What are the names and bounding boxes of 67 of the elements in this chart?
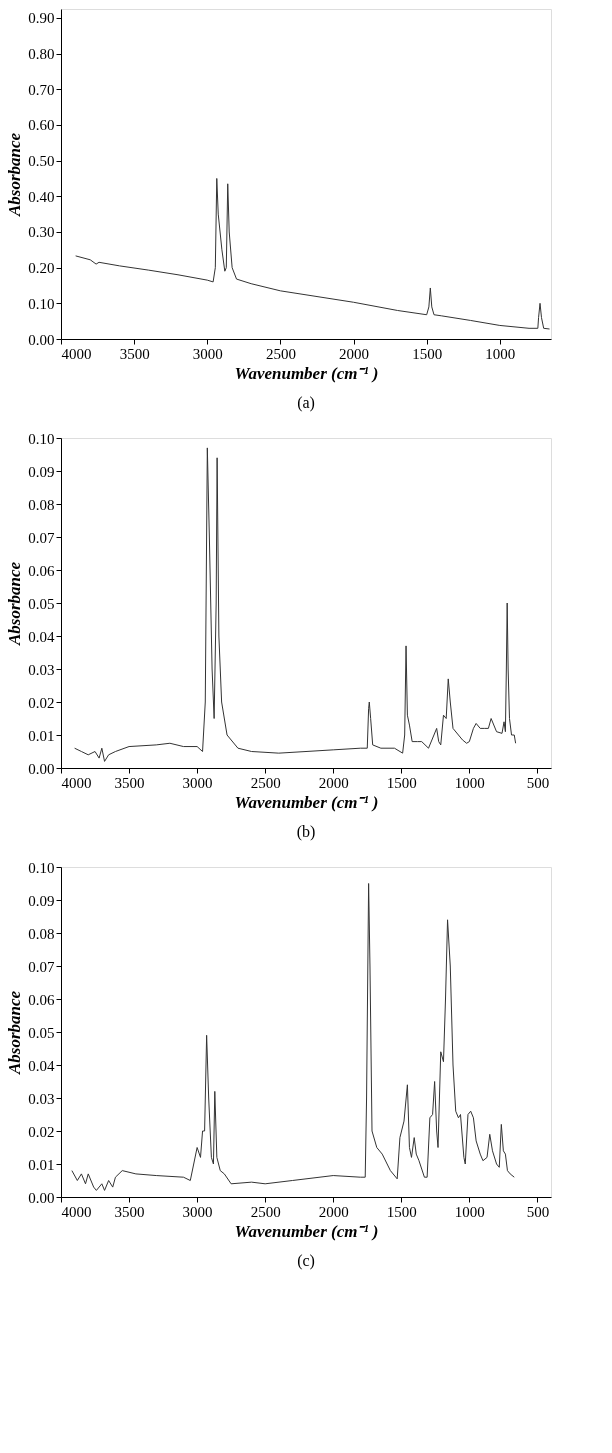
y-tick-label: 0.00	[28, 331, 55, 348]
x-tick-label: 2000	[318, 1203, 349, 1220]
text: (a)	[297, 394, 315, 412]
y-tick-label: 0.03	[28, 1090, 55, 1107]
x-tick-label: 3500	[114, 774, 145, 791]
x-tick-label: 1000	[454, 1203, 485, 1220]
y-tick-label: 0.20	[28, 260, 55, 277]
y-tick-label: 0.05	[28, 1024, 55, 1041]
x-tick-label: 4000	[61, 774, 92, 791]
y-tick-label: 0.03	[28, 661, 55, 678]
y-tick-label: 0.10	[28, 859, 55, 876]
x-tick-label: 1500	[386, 774, 417, 791]
y-tick-label: 0.06	[28, 562, 55, 579]
x-axis-title: Wavenumber (cm⁻¹ )	[234, 363, 379, 383]
x-tick-label: 1000	[454, 774, 485, 791]
x-tick-label: 3500	[114, 1203, 145, 1220]
x-tick-label: 2500	[250, 774, 281, 791]
x-tick-label: 2500	[250, 1203, 281, 1220]
x-tick-label: 1500	[386, 1203, 417, 1220]
y-tick-label: 0.10	[28, 430, 55, 447]
text: (b)	[296, 823, 316, 841]
x-tick-label: 2500	[265, 345, 296, 362]
x-axis-title: Wavenumber (cm⁻¹ )	[234, 1221, 379, 1241]
y-tick-label: 0.10	[28, 295, 55, 312]
y-tick-label: 0.09	[28, 463, 55, 480]
y-tick-label: 0.60	[28, 117, 55, 134]
line-series	[75, 177, 551, 330]
y-tick-label: 0.08	[28, 925, 55, 942]
line-series	[71, 883, 515, 1191]
y-tick-label: 0.07	[28, 529, 55, 546]
x-tick-label: 500	[526, 1203, 550, 1220]
y-tick-label: 0.07	[28, 958, 55, 975]
y-tick-label: 0.80	[28, 46, 55, 63]
y-tick-label: 0.30	[28, 224, 55, 241]
y-tick-label: 0.01	[28, 727, 55, 744]
x-tick-label: 3000	[182, 1203, 213, 1220]
y-tick-label: 0.02	[28, 1123, 55, 1140]
x-tick-label: 1000	[485, 345, 516, 362]
y-tick-label: 0.09	[28, 892, 55, 909]
y-tick-label: 0.01	[28, 1156, 55, 1173]
line-series	[74, 447, 517, 762]
x-tick-label: 3000	[192, 345, 223, 362]
x-tick-label: 4000	[61, 345, 92, 362]
y-tick-label: 0.00	[28, 1189, 55, 1206]
x-tick-label: 500	[526, 774, 550, 791]
y-tick-label: 0.08	[28, 496, 55, 513]
y-axis-title: Absorbance	[5, 561, 25, 647]
text: (c)	[297, 1252, 315, 1270]
x-tick-label: 2000	[318, 774, 349, 791]
y-tick-label: 0.00	[28, 760, 55, 777]
x-tick-label: 3000	[182, 774, 213, 791]
y-axis-title: Absorbance	[5, 990, 25, 1076]
y-tick-label: 0.04	[28, 628, 55, 645]
y-tick-label: 0.50	[28, 153, 55, 170]
y-tick-label: 0.70	[28, 81, 55, 98]
x-tick-label: 2000	[339, 345, 370, 362]
x-tick-label: 1500	[412, 345, 443, 362]
y-tick-label: 0.40	[28, 188, 55, 205]
y-tick-label: 0.05	[28, 595, 55, 612]
y-tick-label: 0.90	[28, 10, 55, 27]
x-tick-label: 4000	[61, 1203, 92, 1220]
y-tick-label: 0.02	[28, 694, 55, 711]
y-tick-label: 0.04	[28, 1057, 55, 1074]
y-tick-label: 0.06	[28, 991, 55, 1008]
y-axis-title: Absorbance	[5, 132, 25, 218]
x-axis-title: Wavenumber (cm⁻¹ )	[234, 792, 379, 812]
x-tick-label: 3500	[119, 345, 150, 362]
